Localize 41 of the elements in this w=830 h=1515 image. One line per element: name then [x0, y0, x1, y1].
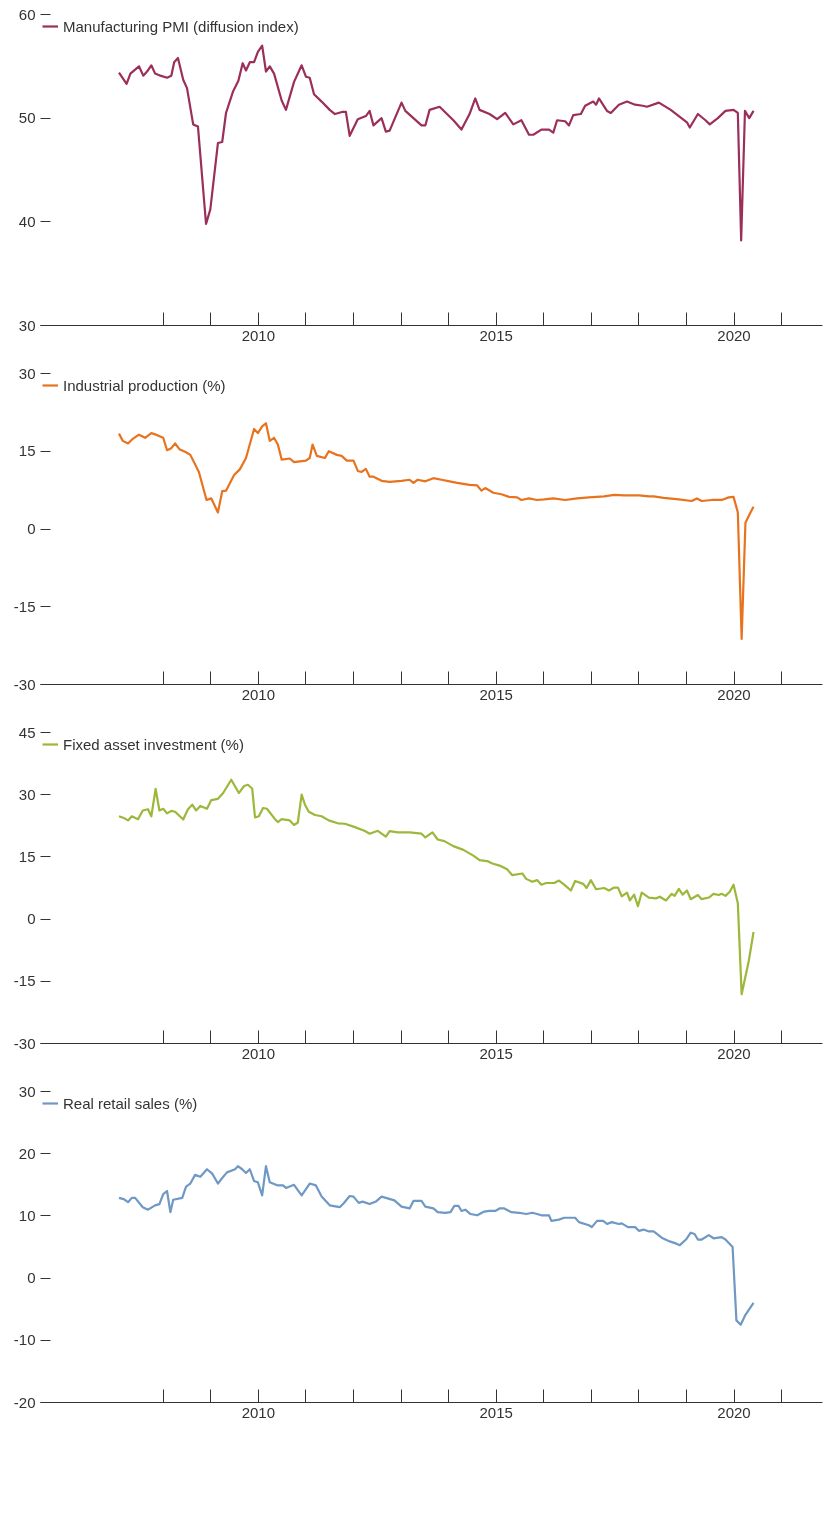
y-tick-label: -15 — [13, 972, 36, 990]
y-tick-label: 15 — [18, 847, 36, 865]
x-tick-label: 2015 — [479, 1044, 513, 1062]
x-tick-label: 2020 — [717, 326, 751, 344]
legend-label: Manufacturing PMI (diffusion index) — [63, 17, 299, 35]
line-series — [117, 422, 755, 640]
legend-label: Fixed asset investment (%) — [63, 735, 244, 753]
legend-label: Real retail sales (%) — [63, 1094, 198, 1112]
y-tick-label: 30 — [18, 316, 36, 334]
y-tick-label: 30 — [18, 1082, 36, 1100]
x-tick-label: 2010 — [241, 1044, 276, 1062]
y-tick-label: 0 — [27, 1269, 36, 1287]
y-tick-label: -30 — [13, 1034, 36, 1052]
y-tick-label: -10 — [13, 1331, 36, 1349]
y-tick-label: -30 — [13, 675, 36, 693]
line-series — [117, 44, 755, 242]
x-tick-label: 2015 — [479, 1403, 513, 1421]
y-tick-label: 60 — [18, 5, 36, 23]
y-tick-label: 10 — [18, 1206, 36, 1224]
y-tick-label: -15 — [13, 597, 36, 615]
line-series — [117, 778, 755, 996]
line-series — [117, 1165, 755, 1326]
x-tick-label: 2015 — [479, 326, 513, 344]
y-tick-label: 50 — [18, 109, 36, 127]
x-tick-label: 2020 — [717, 1403, 751, 1421]
x-tick-label: 2010 — [241, 326, 276, 344]
y-tick-label: 0 — [27, 520, 36, 537]
legend-label: Industrial production (%) — [63, 376, 226, 394]
x-tick-label: 2010 — [241, 1403, 276, 1421]
y-tick-label: 0 — [27, 910, 36, 928]
y-tick-label: 45 — [18, 723, 36, 741]
x-tick-label: 2010 — [241, 685, 276, 703]
x-tick-label: 2020 — [717, 1044, 751, 1062]
y-tick-label: -20 — [13, 1393, 36, 1411]
x-tick-label: 2020 — [717, 685, 751, 703]
y-tick-label: 30 — [18, 364, 36, 382]
y-tick-label: 20 — [18, 1144, 36, 1162]
y-tick-label: 30 — [18, 785, 36, 803]
y-tick-label: 40 — [18, 212, 36, 230]
y-tick-label: 15 — [18, 442, 36, 460]
x-tick-label: 2015 — [479, 685, 513, 703]
